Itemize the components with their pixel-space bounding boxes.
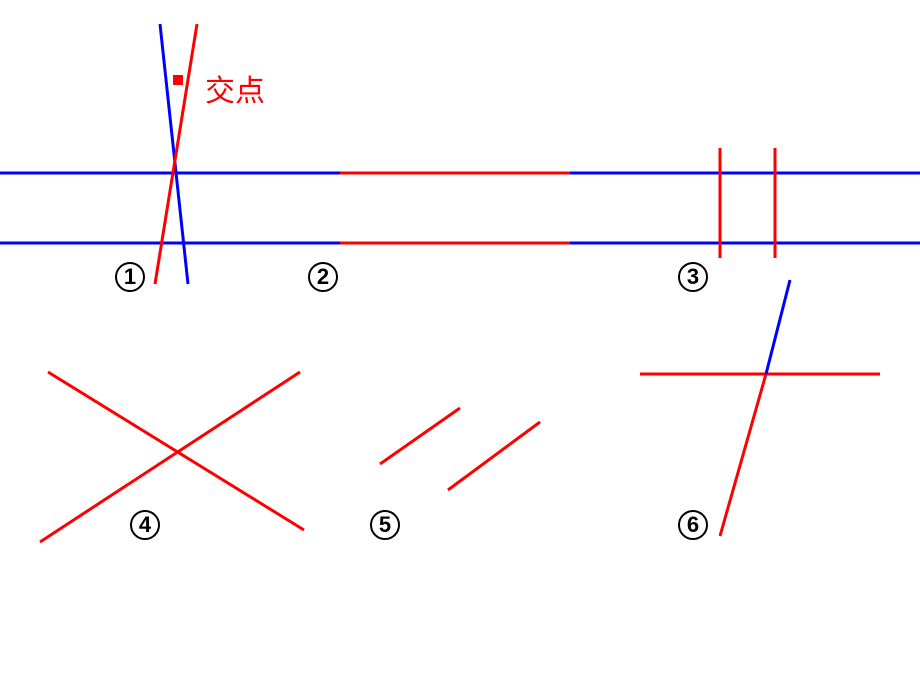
intersection-label-text: 交点 [205,66,265,110]
figure-label-2: 2 [308,262,338,292]
fig6-diag-upper [766,280,790,374]
figure-label-1-text: 1 [115,262,145,292]
figure-label-1: 1 [115,262,145,292]
figure-label-6: 6 [678,510,708,540]
figure-label-2-text: 2 [308,262,338,292]
diagram-canvas [0,0,920,690]
fig6-diag-lower [720,374,766,536]
fig5-line-b [448,422,540,490]
figure-label-4: 4 [130,510,160,540]
figure-label-6-text: 6 [678,510,708,540]
figure-label-5-text: 5 [370,510,400,540]
fig4-line-b [40,372,300,542]
fig1-line-red [155,24,197,284]
figure-label-5: 5 [370,510,400,540]
figure-label-4-text: 4 [130,510,160,540]
fig5-line-a [380,408,460,464]
figure-label-3: 3 [678,262,708,292]
figure-label-3-text: 3 [678,262,708,292]
fig1-line-blue [160,24,188,284]
intersection-marker [173,75,183,85]
